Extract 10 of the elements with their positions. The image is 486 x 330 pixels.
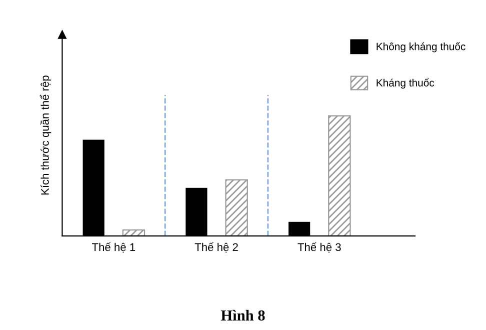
text: Hình 8 — [220, 310, 265, 321]
x-tick-label: Thế hệ 1 — [92, 242, 136, 253]
bar — [122, 229, 146, 236]
bar — [328, 115, 351, 236]
legend-label: Kháng thuốc — [376, 78, 434, 89]
bar — [225, 179, 248, 236]
y-axis-title: Kích thước quần thể rệp — [40, 76, 52, 195]
x-tick-label: Thế hệ 2 — [194, 242, 238, 253]
legend-label: Không kháng thuốc — [376, 42, 466, 52]
x-tick-label: Thế hệ 3 — [298, 242, 341, 253]
